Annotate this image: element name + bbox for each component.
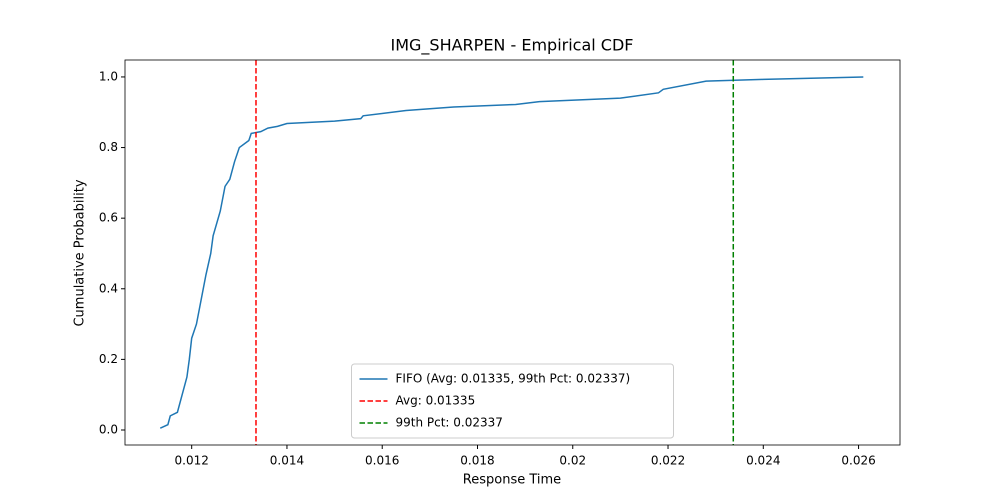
x-tick-label: 0.016 <box>365 454 399 468</box>
legend: FIFO (Avg: 0.01335, 99th Pct: 0.02337) Av… <box>351 363 674 439</box>
y-tick-label: 0.4 <box>99 281 118 295</box>
chart-title: IMG_SHARPEN - Empirical CDF <box>391 36 634 56</box>
x-tick-label: 0.012 <box>175 454 209 468</box>
legend-label: 99th Pct: 0.02337 <box>396 416 503 430</box>
y-tick-label: 0.8 <box>99 140 118 154</box>
y-tick-label: 0.6 <box>99 211 118 225</box>
plot-frame <box>124 59 901 446</box>
x-tick-label: 0.02 <box>559 454 586 468</box>
y-tick-label: 0.2 <box>99 352 118 366</box>
y-tick-label: 1.0 <box>99 69 118 83</box>
cdf-line <box>159 76 864 429</box>
legend-label: FIFO (Avg: 0.01335, 99th Pct: 0.02337) <box>396 372 631 386</box>
x-tick-label: 0.024 <box>746 454 780 468</box>
legend-box <box>351 363 674 439</box>
y-axis-label: Cumulative Probability <box>73 179 88 326</box>
x-tick-label: 0.014 <box>270 454 304 468</box>
y-tick-label: 0.0 <box>99 422 118 436</box>
x-axis-label: Response Time <box>463 473 561 488</box>
legend-label: Avg: 0.01335 <box>396 394 476 408</box>
x-tick-label: 0.018 <box>460 454 494 468</box>
x-tick-label: 0.022 <box>651 454 685 468</box>
x-tick-label: 0.026 <box>841 454 875 468</box>
